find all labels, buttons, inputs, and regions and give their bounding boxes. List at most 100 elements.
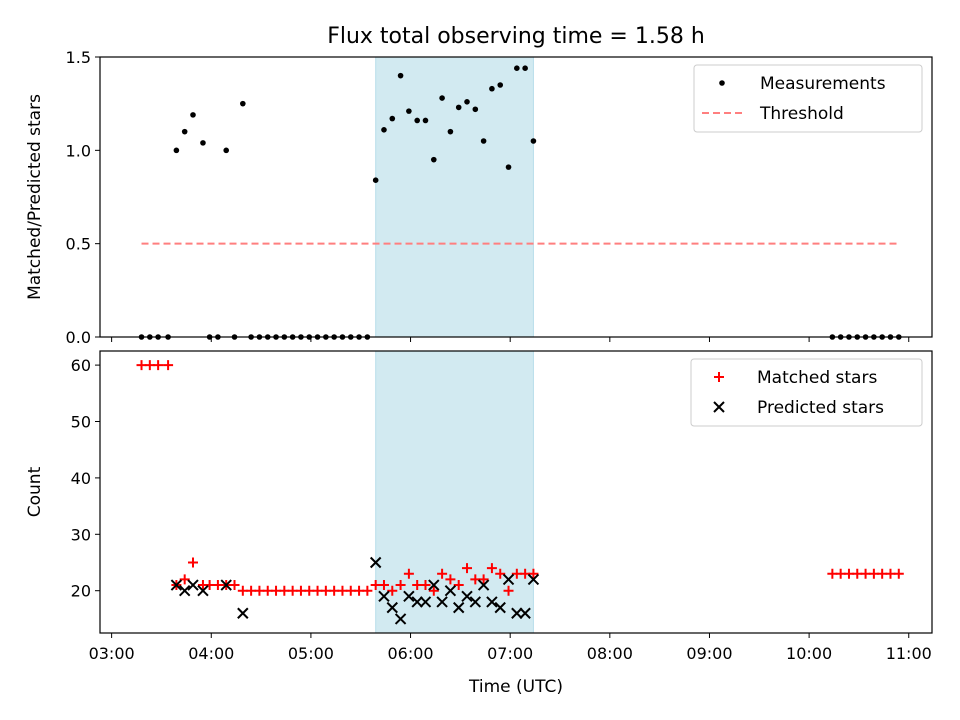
measurement-point — [489, 85, 495, 92]
x-tick-label: 10:00 — [786, 644, 832, 663]
matched-star-point — [462, 563, 473, 574]
legend-marker — [713, 401, 725, 413]
matched-star-point — [163, 360, 174, 371]
predicted-star-point — [419, 596, 432, 608]
measurement-point — [223, 147, 230, 154]
measurement-point — [406, 108, 412, 114]
matched-star-point — [437, 568, 448, 579]
chart-title: Flux total observing time = 1.58 h — [327, 24, 705, 49]
predicted-star-point — [386, 601, 398, 614]
highlight-band — [375, 56, 534, 338]
measurement-point — [439, 95, 445, 101]
predicted-star-point — [436, 596, 448, 608]
predicted-star-point — [469, 596, 482, 608]
x-tick-label: 05:00 — [288, 644, 334, 663]
measurement-point — [240, 100, 246, 107]
legend-label: Predicted stars — [757, 398, 884, 418]
x-tick-label: 08:00 — [587, 644, 633, 663]
matched-star-point — [486, 563, 497, 574]
predicted-star-point — [519, 607, 531, 619]
predicted-star-point — [486, 596, 498, 608]
measurement-point — [505, 164, 512, 170]
legend-label: Threshold — [759, 104, 844, 124]
count-panel: 20 30 40 50 60 03:00 04:00 05:00 06:00 07:00 08:00… — [25, 350, 933, 663]
measurement-point — [430, 156, 437, 163]
predicted-star-point — [197, 584, 209, 597]
predicted-star-point — [477, 579, 490, 591]
measurement-point — [480, 138, 487, 144]
predicted-star-point — [237, 607, 249, 619]
matched-star-point — [503, 585, 514, 596]
y-tick-label: 30 — [71, 525, 91, 544]
predicted-star-point — [411, 596, 423, 608]
measurement-point — [397, 72, 404, 79]
matched-star-point — [187, 557, 198, 568]
x-tick-label: 06:00 — [387, 644, 433, 663]
series-matched-stars — [136, 360, 904, 596]
matched-star-point — [403, 568, 414, 579]
matched-star-point — [420, 580, 431, 591]
matched-star-point — [179, 574, 190, 585]
predicted-star-point — [394, 613, 407, 625]
ratio-panel: 0.0 0.5 1.0 1.5 Matched/Predicted stars Measu… — [25, 48, 933, 347]
legend: Matched stars Predicted stars — [690, 358, 923, 427]
measurement-point — [514, 65, 520, 71]
y-axis-label: Count — [25, 466, 45, 517]
y-tick-label: 1.0 — [66, 141, 91, 160]
matched-star-point — [445, 574, 456, 585]
measurement-point — [381, 127, 387, 133]
legend: Measurements Threshold — [693, 64, 923, 133]
legend-marker — [719, 80, 725, 86]
measurement-point — [181, 128, 188, 135]
measurement-point — [447, 128, 454, 135]
matched-star-point — [387, 585, 398, 596]
y-tick-label: 40 — [71, 469, 91, 488]
y-tick-label: 1.5 — [66, 48, 91, 67]
matched-star-point — [153, 360, 164, 371]
matched-star-point — [495, 568, 506, 579]
predicted-star-point — [444, 584, 457, 597]
matched-star-point — [478, 574, 489, 585]
predicted-star-point — [452, 601, 465, 614]
legend-box — [693, 64, 923, 133]
plot-frame — [99, 350, 933, 634]
legend-box — [690, 358, 923, 427]
x-tick-label: 04:00 — [188, 644, 234, 663]
y-tick-label: 20 — [71, 582, 91, 601]
x-tick-label: 07:00 — [487, 644, 533, 663]
plot-frame — [99, 56, 933, 338]
matched-star-point — [453, 580, 464, 591]
predicted-star-point — [511, 607, 523, 619]
measurement-point — [522, 65, 528, 71]
x-tick-label: 11:00 — [886, 644, 932, 663]
y-tick-label: 50 — [71, 413, 91, 432]
legend-marker — [714, 372, 724, 382]
y-tick-label: 0.5 — [66, 235, 91, 254]
predicted-star-point — [461, 590, 473, 603]
predicted-star-point — [220, 579, 232, 591]
legend-label: Matched stars — [757, 368, 877, 388]
y-axis-label: Matched/Predicted stars — [25, 94, 45, 300]
predicted-star-point — [527, 573, 540, 586]
predicted-star-point — [378, 590, 390, 603]
predicted-star-point — [187, 579, 199, 591]
measurement-point — [497, 82, 504, 88]
x-axis-label: Time (UTC) — [468, 677, 563, 697]
matched-star-point — [395, 580, 406, 591]
measurement-point — [422, 117, 429, 124]
measurement-point — [472, 106, 479, 113]
measurement-point — [372, 177, 379, 183]
y-tick-label: 0.0 — [66, 328, 91, 347]
predicted-star-point — [369, 556, 382, 569]
measurement-point — [414, 117, 420, 124]
predicted-star-point — [502, 573, 515, 586]
legend-label: Measurements — [760, 74, 886, 94]
series-predicted-stars — [170, 556, 540, 625]
predicted-star-point — [170, 579, 183, 591]
measurement-point — [200, 140, 206, 146]
measurement-point — [190, 112, 196, 118]
measurement-point — [464, 99, 470, 105]
matched-star-point — [378, 580, 389, 591]
measurement-point — [389, 115, 396, 122]
